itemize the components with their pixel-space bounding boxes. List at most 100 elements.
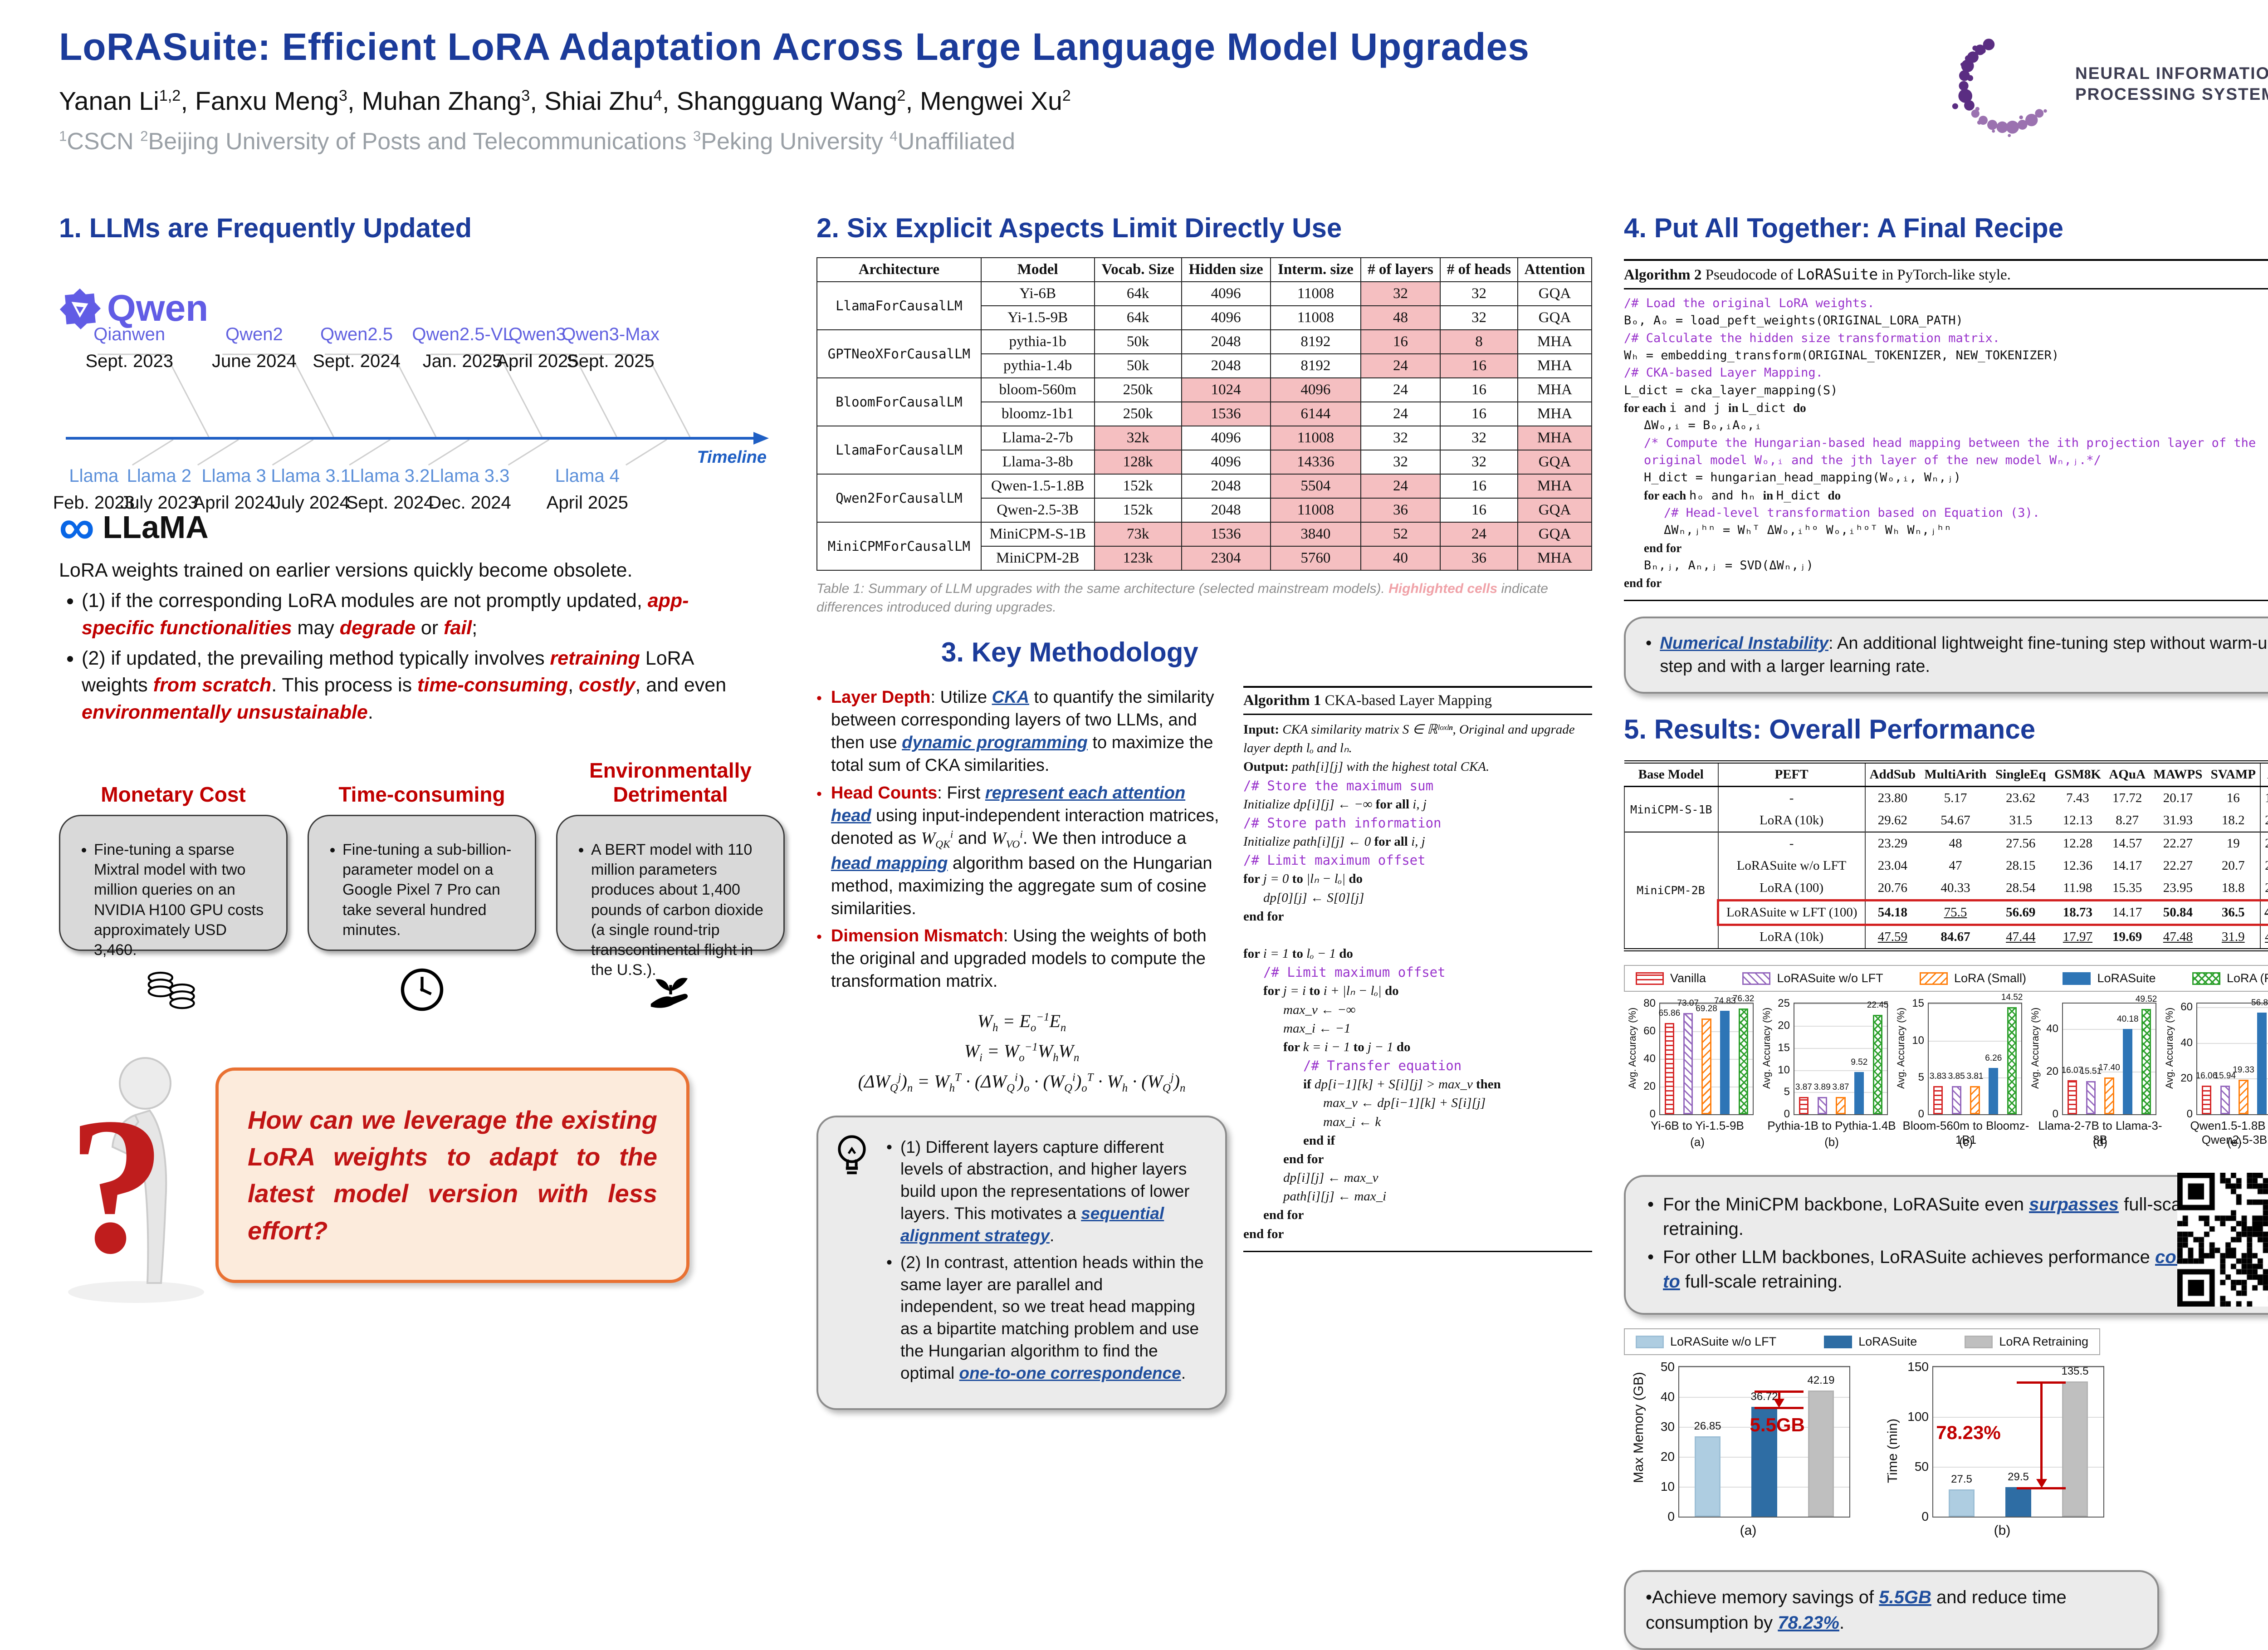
y-tick-label: 0 [1784,1108,1790,1121]
token: = [1675,313,1691,328]
value-cell: MHA [1517,401,1592,426]
section5-title: 5. Results: Overall Performance [1624,714,2036,745]
results-row: MiniCPM-2B -23.29 48 27.56 12.28 14.57 22.27 19… [1624,832,2268,950]
metric-cell: 47.48 [2163,930,2193,945]
transformation-equations: Wh = Eo−1En Wi = Wo−1WhWn (ΔWQj)n = WhT · … [816,1007,1227,1097]
value-cell: 5504 [1270,474,1362,499]
metric-cell: 23.95 [2163,881,2193,896]
legend-label: Vanilla [1670,971,1706,985]
bar-chart: Avg. Accuracy (%) 0 20 40 16.07 15.51 17.40 40.… [2027,994,2162,1159]
methodology-bullets: • Layer Depth: Utilize CKA to quantify th… [816,686,1227,993]
text-segment: · (ΔW [961,1071,1007,1092]
legend-swatch-gray [1965,1335,1993,1348]
bar-LoRA (Full) [2007,1007,2017,1115]
algorithm-line: max_v ← −∞ [1243,1001,1592,1019]
bar-value-label: 16.06 [2195,1071,2218,1081]
value-cell: 5760 [1270,546,1362,571]
algorithm-line: ΔWₙ,ⱼʰⁿ = Wₕᵀ ΔWₒ,ᵢʰᵒ Wₒ,ᵢʰᵒᵀ Wₕ Wₙ,ⱼʰⁿ [1624,522,2268,539]
bullet-dot: • [816,785,822,803]
token: dp[i−1][k] [1377,1096,1439,1111]
poster-header: LoRASuite: Efficient LoRA Adaptation Acr… [59,25,1919,155]
token: to [1309,984,1324,999]
timeline-model-date: April 2025 [496,351,578,371]
value-cell: 11008 [1270,305,1362,330]
value-cell: 3840 [1270,522,1362,547]
text-segment: Head Counts [831,783,938,803]
section3-title: 3. Key Methodology [941,637,1198,667]
timeline-connectors [98,353,691,466]
token: Aₙ,ⱼ [1688,558,1725,573]
metric-cell: 29.62 [1864,809,1920,832]
model-release-timeline: Qwen Timeline ∞ LLaMA Qianwen Sept. 2023 Q… [53,252,785,552]
token: load_peft_weights(ORIGINAL_LORA_PATH) [1690,313,1963,328]
equation-3: (ΔWQj)n = WhT · (ΔWQi)o · (WQi)oT · Wh ·… [816,1067,1227,1097]
text-segment: = [982,1041,1004,1062]
token: max_v [1283,1002,1321,1017]
metric-cell: 43.80 [2259,899,2268,926]
bullet-dot: • [1647,1195,1654,1215]
cost-card-text: Fine-tuning a sub-billion-parameter mode… [342,840,517,940]
algorithm-comment: /# Limit maximum offset [1243,852,1426,868]
text-segment: j [898,1071,901,1084]
svg-text:?: ? [68,1078,166,1294]
legend-label: LoRASuite [2097,971,2156,985]
metric-cell: 40.33 [1941,881,1970,896]
bar-LoRASuite [2005,1487,2032,1517]
text-segment: i [1072,1071,1075,1084]
timeline-model-name: Qianwen [93,324,166,344]
value-cell: 152k [1094,498,1182,523]
metric-cell: 54.18 [1864,899,1920,926]
algorithm-line: end for [1624,539,2268,557]
text-segment: h [949,1082,955,1094]
token: in [1728,401,1742,415]
value-cell: 36 [1440,546,1519,571]
token: do [1385,984,1399,999]
text-segment: , Muhan Zhang [347,87,522,116]
token: ← [1360,1096,1378,1111]
value-cell: GQA [1517,522,1592,547]
text-segment: Q [1162,1082,1171,1094]
value-cell: 123k [1094,546,1182,571]
methodology-bullet-1: Layer Depth: Utilize CKA to quantify the… [831,686,1227,777]
y-axis-label: Avg. Accuracy (%) [2164,1008,2175,1089]
text-segment: QK [935,838,950,851]
value-cell: 250k [1094,401,1182,426]
y-tick-label: 40 [1643,1053,1656,1065]
legend-label: LoRASuite w/o LFT [1670,1335,1777,1349]
token: for [1267,909,1284,924]
token: |lₙ [1306,872,1322,886]
token: = [1270,946,1282,961]
bar-value-label: 17.40 [2098,1062,2120,1072]
text-segment: using input-independent interaction matr… [831,806,1219,848]
y-tick-label: 0 [1921,1509,1929,1524]
metric-cell: 12.13 [2063,813,2093,828]
plot-area: 0 20 40 60 80 65.86 73.07 69.28 74.83 76.32 [1643,994,1754,1120]
cost-card-list: Fine-tuning a sub-billion-parameter mode… [327,840,517,940]
text-segment: 3 [338,87,347,104]
metric-cell: 28.15 [2006,858,2036,873]
value-cell: 16 [1440,377,1519,402]
bar-value-label: 27.5 [1951,1473,1972,1485]
methodology-bullet-row: • Head Counts: First represent each atten… [816,782,1227,920]
value-cell: 4096 [1181,305,1271,330]
text-segment: , Fanxu Meng [181,87,339,116]
token: for [1287,1208,1304,1223]
value-cell: 11008 [1270,498,1362,523]
token: 1 [1282,946,1292,961]
algorithm-comment: /# Head-level transformation based on Eq… [1664,505,2040,520]
metric-cell: 20.17 [2163,791,2193,806]
algorithm-line: dp[0][j] ← S[0][j] [1243,889,1592,907]
token: − [1374,1039,1387,1054]
y-tick-label: 0 [1667,1509,1675,1524]
token: Output: [1243,759,1292,774]
text-segment: sequential alignment strategy [900,1204,1164,1245]
table-row: bloomz-1b1 250k 1536 6144 24 16 MHA [817,401,1592,426]
token: upgrade [1530,722,1575,737]
cost-card: Environmentally Detrimental A BERT model … [556,752,785,1017]
token: − [1358,984,1371,999]
token: 0 [1364,834,1374,849]
legend-label: LoRA Retraining [1999,1335,2088,1349]
metric-cell: 8.27 [2116,813,2139,828]
gridline [1679,1367,1849,1368]
y-axis-label: Avg. Accuracy (%) [1627,1008,1638,1089]
